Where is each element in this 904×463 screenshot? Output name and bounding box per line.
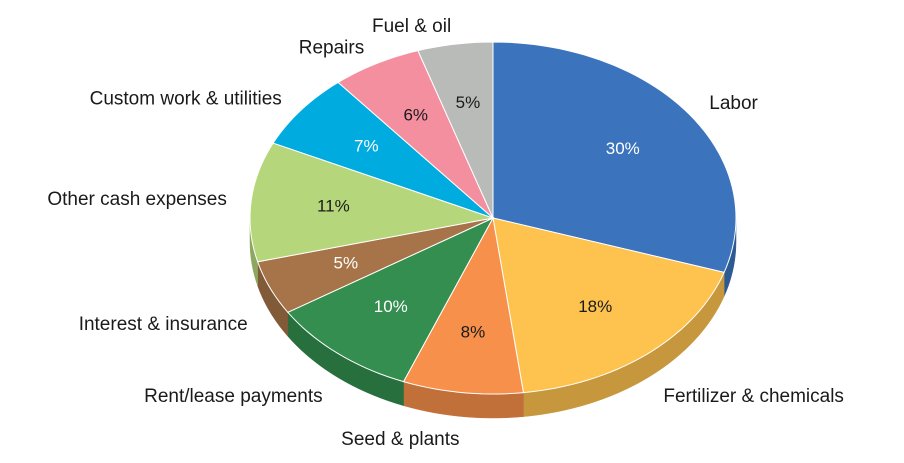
percent-label: 6% [403,106,428,125]
category-label: Repairs [299,37,364,58]
category-label: Labor [709,93,758,114]
category-label: Fertilizer & chemicals [663,386,844,407]
percent-label: 11% [317,197,350,216]
slice [402,216,525,395]
category-label: Other cash expenses [47,189,227,210]
percent-label: 30% [606,139,640,158]
percent-label: 10% [374,297,408,316]
percent-label: 5% [456,93,481,112]
category-label: Custom work & utilities [90,88,282,109]
percent-label: 8% [461,323,486,342]
category-label: Rent/lease payments [144,386,323,407]
slice [286,216,495,383]
slice [492,41,737,273]
percent-label: 7% [354,136,379,155]
slice [417,41,494,219]
percent-label: 5% [334,254,359,273]
slice [337,50,494,219]
slice [249,142,495,263]
slice [256,217,494,313]
slice [272,81,494,219]
category-label: Interest & insurance [79,314,248,335]
slice [492,217,725,394]
category-label: Fuel & oil [372,16,451,37]
percent-label: 18% [578,297,612,316]
category-label: Seed & plants [341,429,459,450]
